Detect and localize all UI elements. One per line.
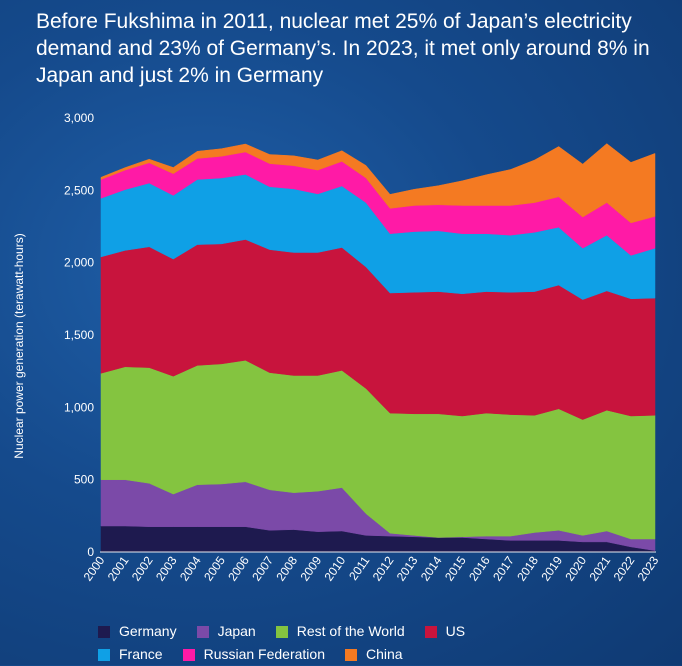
x-tick-label: 2009 (297, 553, 324, 583)
y-tick-label: 0 (87, 545, 94, 559)
x-tick-label: 2003 (153, 553, 180, 583)
x-tick-label: 2015 (442, 553, 469, 583)
x-tick-label: 2016 (466, 553, 493, 583)
y-tick-label: 1,500 (64, 328, 94, 342)
x-tick-label: 2023 (635, 553, 662, 583)
x-tick-label: 2004 (177, 553, 204, 583)
legend-swatch (98, 625, 110, 638)
legend-label: China (365, 646, 403, 662)
x-tick-label: 2014 (418, 553, 445, 583)
y-axis-ticks: 0 500 1,000 1,500 2,000 2,500 3,000 (64, 111, 94, 559)
legend-row-2: France Russian Federation China (98, 643, 658, 666)
y-axis-label: Nuclear power generation (terawatt-hours… (12, 233, 26, 458)
legend-label: US (445, 623, 466, 639)
legend-item: France (98, 643, 163, 666)
x-tick-label: 2017 (490, 553, 517, 583)
y-tick-label: 2,500 (64, 183, 94, 197)
legend-label: Germany (119, 623, 177, 639)
x-tick-label: 2002 (129, 553, 156, 583)
legend-swatch (196, 625, 209, 638)
legend-item: Germany (98, 620, 177, 643)
legend-item: Japan (196, 620, 256, 643)
legend-item: Russian Federation (182, 643, 325, 666)
x-tick-label: 2011 (346, 553, 372, 582)
x-tick-label: 2008 (273, 553, 300, 583)
legend-swatch (424, 625, 437, 638)
x-tick-label: 2021 (586, 553, 613, 583)
x-tick-label: 2005 (201, 553, 228, 583)
x-tick-label: 2019 (538, 553, 565, 583)
legend-swatch (275, 625, 288, 638)
legend-item: Rest of the World (275, 620, 405, 643)
legend-item: US (424, 620, 466, 643)
legend: Germany Japan Rest of the World US France Ru… (98, 620, 658, 666)
x-tick-label: 2012 (370, 553, 397, 583)
x-tick-label: 2010 (322, 553, 349, 583)
x-tick-label: 2000 (81, 553, 108, 583)
area-layers (100, 143, 656, 553)
y-tick-label: 1,000 (64, 400, 94, 414)
x-tick-label: 2013 (394, 553, 421, 583)
legend-item: China (344, 643, 403, 666)
x-tick-label: 2018 (514, 553, 541, 583)
legend-label: Rest of the World (296, 623, 405, 639)
y-tick-label: 3,000 (64, 111, 94, 125)
x-tick-label: 2001 (105, 553, 132, 583)
legend-label: Russian Federation (203, 646, 325, 662)
x-axis-ticks: 2000200120022003200420052006200720082009… (81, 553, 662, 583)
y-tick-label: 500 (74, 473, 94, 487)
legend-swatch (98, 648, 110, 661)
y-tick-label: 2,000 (64, 256, 94, 270)
legend-swatch (182, 648, 195, 661)
legend-swatch (344, 648, 357, 661)
legend-label: Japan (217, 623, 256, 639)
x-tick-label: 2020 (562, 553, 589, 583)
x-tick-label: 2007 (249, 553, 276, 583)
area-series-china (100, 143, 656, 224)
x-tick-label: 2006 (225, 553, 252, 583)
legend-label: France (119, 646, 163, 662)
legend-row-1: Germany Japan Rest of the World US (98, 620, 658, 643)
x-tick-label: 2022 (611, 553, 638, 583)
chart-title: Before Fukshima in 2011, nuclear met 25%… (36, 10, 650, 87)
